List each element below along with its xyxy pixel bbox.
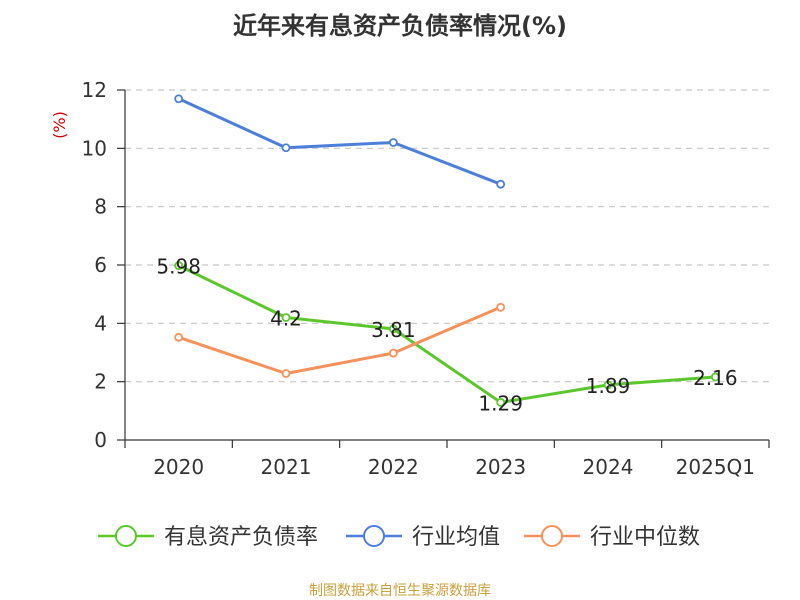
source-note: 制图数据来自恒生聚源数据库 [309, 583, 491, 599]
series-3-point [281, 369, 291, 378]
legend-swatch-marker [115, 525, 137, 547]
series-1-point [710, 372, 720, 382]
y-tick-label: 8 [94, 195, 107, 219]
x-tick-label: 2025Q1 [676, 455, 755, 479]
data-label: 5.98 [156, 255, 201, 279]
y-tick-label: 12 [82, 78, 107, 102]
data-label: 1.29 [478, 391, 523, 415]
series-3-point [496, 302, 506, 312]
series-line-1 [178, 264, 716, 404]
data-label: 4.2 [270, 307, 302, 331]
legend-swatch-marker [541, 525, 563, 547]
data-label: 3.81 [371, 318, 416, 342]
series-1-point [174, 261, 184, 270]
legend-swatch-marker [363, 525, 385, 547]
axes: 0 2 4 6 8 10 12 2020 2021 2022 2023 2024 2025Q1 (%) [50, 78, 770, 479]
x-tick-label: 2024 [583, 455, 634, 479]
y-tick-label: 0 [94, 428, 107, 452]
y-tick-label: 6 [94, 253, 107, 277]
x-tick-label: 2020 [153, 455, 204, 479]
series-3-point [174, 332, 184, 342]
x-tick-label: 2023 [475, 455, 526, 479]
data-label: 1.89 [586, 374, 631, 398]
legend-label: 行业均值 [412, 525, 500, 550]
chart-title: 近年来有息资产负债率情况(%) [233, 12, 567, 40]
series-lines [174, 94, 720, 407]
series-2-point [388, 138, 398, 147]
y-tick-label: 10 [82, 136, 107, 160]
series-line-2 [178, 97, 502, 186]
series-3-point [388, 348, 398, 358]
legend-label: 行业中位数 [590, 525, 700, 550]
series-1-point [388, 324, 398, 334]
series-2-point [496, 179, 506, 189]
y-tick-label: 4 [94, 311, 107, 335]
legend-label: 有息资产负债率 [164, 525, 318, 550]
y-tick-label: 2 [94, 370, 107, 394]
y-axis-unit: (%) [50, 111, 69, 139]
series-2-point [281, 143, 291, 153]
data-labels: 5.98 4.2 3.81 1.29 1.89 2.16 [156, 255, 737, 416]
series-2-point [174, 94, 184, 104]
grid-lines [125, 89, 769, 383]
series-1-point [281, 313, 291, 322]
x-tick-label: 2022 [368, 455, 419, 479]
x-tick-label: 2021 [261, 455, 312, 479]
series-1-point [496, 397, 506, 407]
series-1-point [603, 380, 613, 390]
series-line-3 [178, 305, 502, 375]
legend: 有息资产负债率 行业均值 行业中位数 [98, 525, 700, 550]
data-label: 2.16 [693, 366, 738, 390]
